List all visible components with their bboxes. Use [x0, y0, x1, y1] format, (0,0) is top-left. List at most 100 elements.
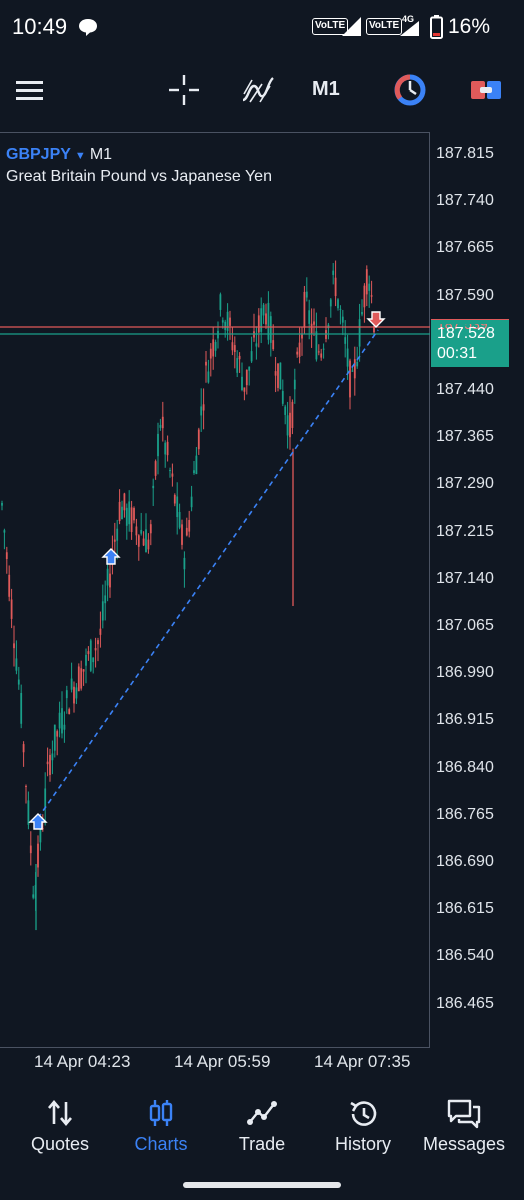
candle-body — [212, 339, 215, 357]
symbol-description: Great Britain Pound vs Japanese Yen — [6, 168, 272, 185]
candle-body — [279, 362, 282, 390]
candle-body — [51, 753, 54, 761]
candle-body — [337, 299, 339, 309]
candle-body — [106, 568, 109, 586]
candle-body — [193, 470, 195, 474]
candle-body — [241, 376, 243, 391]
candle-body — [272, 340, 275, 350]
candle-body — [121, 506, 123, 520]
status-time: 10:49 — [12, 14, 68, 39]
indicators-icon[interactable] — [240, 72, 276, 108]
charts-icon — [149, 1100, 173, 1126]
trade-toggle-icon[interactable] — [468, 72, 504, 108]
candle-body — [284, 406, 287, 415]
price-scale-label: 186.840 — [436, 758, 494, 776]
chart-area[interactable] — [0, 132, 430, 1048]
candle-body — [22, 744, 25, 753]
candle-body — [32, 894, 35, 898]
candle-body — [53, 724, 56, 751]
candle-body — [315, 331, 318, 360]
price-scale-label: 186.990 — [436, 664, 494, 682]
trade-icon — [247, 1101, 277, 1125]
nav-label: Quotes — [30, 1134, 90, 1154]
chart-toolbar — [0, 60, 524, 120]
sell-arrow-icon[interactable] — [366, 311, 386, 328]
nav-label: Charts — [134, 1134, 188, 1154]
status-bar: 10:49 VoLTE VoLTE 4G 16% — [0, 0, 524, 56]
trendline[interactable] — [37, 329, 379, 819]
candle-body — [346, 348, 349, 367]
symbol-name[interactable]: GBPJPY — [6, 146, 71, 163]
crosshair-icon[interactable] — [166, 72, 202, 108]
candle-body — [207, 371, 210, 383]
current-price-tag: 187.539 187.528 00:31 — [431, 320, 509, 367]
candle-body — [101, 601, 104, 621]
candle-body — [281, 391, 284, 404]
signal-icon-2 — [400, 21, 419, 36]
price-scale-label: 187.440 — [436, 381, 494, 398]
candle-body — [289, 412, 291, 438]
buy-arrow-icon[interactable] — [101, 548, 121, 565]
candle-body — [133, 508, 135, 521]
candle-body — [262, 304, 265, 316]
nav-trade[interactable]: Trade — [212, 1090, 312, 1166]
candle-body — [363, 285, 366, 308]
candle-body — [137, 535, 140, 547]
candle-body — [173, 494, 176, 504]
menu-icon[interactable] — [12, 72, 48, 108]
price-scale-label: 187.815 — [436, 145, 494, 162]
candle-body — [92, 657, 95, 663]
candle-body — [8, 574, 11, 597]
price-scale-label: 187.590 — [436, 286, 494, 304]
candle-body — [200, 406, 203, 416]
one-click-trading-icon[interactable] — [392, 72, 428, 108]
symbol-header[interactable]: GBPJPY ▼ M1 — [6, 146, 112, 164]
nav-label: Trade — [238, 1134, 286, 1154]
nav-messages[interactable]: Messages — [414, 1090, 514, 1166]
candle-body — [349, 360, 351, 398]
candle-body — [257, 315, 260, 333]
candle-body — [125, 507, 128, 526]
candle-body — [63, 724, 66, 730]
candle-body — [157, 433, 159, 457]
candle-body — [17, 679, 20, 685]
buy-arrow-icon[interactable] — [28, 813, 48, 830]
candle-body — [116, 528, 119, 541]
bottom-navigation: Quotes Charts Trade History Messages — [0, 1090, 524, 1170]
candle-body — [149, 524, 152, 534]
candle-body — [361, 311, 363, 315]
candle-body — [61, 708, 63, 734]
candle-body — [94, 648, 97, 651]
history-icon — [350, 1101, 377, 1126]
time-label: 14 Apr 05:59 — [174, 1052, 271, 1071]
candle-body — [161, 416, 164, 429]
candle-body — [296, 351, 299, 355]
candle-body — [68, 709, 71, 715]
chevron-down-icon[interactable]: ▼ — [74, 150, 86, 162]
candle-body — [3, 530, 6, 533]
candle-body — [130, 507, 133, 533]
candle-body — [99, 628, 102, 635]
timeframe-button[interactable]: M1 — [312, 78, 340, 100]
nav-history[interactable]: History — [313, 1090, 413, 1166]
candle-body — [49, 754, 51, 775]
candle-body — [15, 658, 18, 671]
candle-body — [334, 277, 337, 297]
candle-body — [226, 311, 229, 331]
candle-body — [274, 371, 277, 376]
candle-body — [255, 343, 258, 347]
candle-body — [236, 358, 239, 373]
candle-body — [197, 429, 200, 450]
candle-body — [317, 351, 320, 353]
price-scale-label: 187.140 — [436, 569, 494, 587]
candle-body — [243, 387, 246, 392]
price-scale-label: 187.365 — [436, 428, 494, 446]
nav-quotes[interactable]: Quotes — [10, 1090, 110, 1166]
price-chart[interactable] — [0, 0, 524, 1090]
candle-body — [65, 690, 68, 699]
candle-body — [41, 828, 44, 830]
candle-body — [89, 640, 92, 671]
candle-body — [322, 348, 325, 350]
nav-charts[interactable]: Charts — [111, 1090, 211, 1166]
candle-body — [85, 654, 87, 666]
